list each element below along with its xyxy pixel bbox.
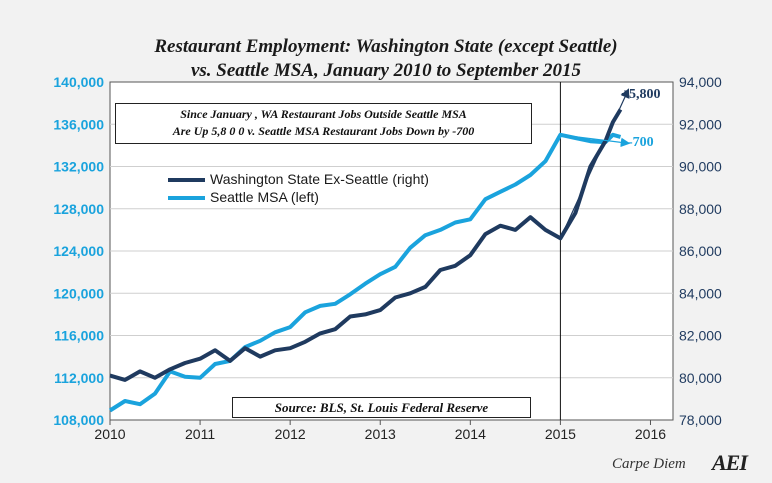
source-note: Source: BLS, St. Louis Federal Reserve: [232, 397, 531, 418]
brand-logo-aei: AEI: [712, 450, 748, 475]
x-axis-tick-label: 2013: [365, 426, 396, 442]
left-axis-tick-label: 136,000: [53, 116, 104, 132]
chart-title-line2: vs. Seattle MSA, January 2010 to Septemb…: [190, 60, 582, 81]
left-axis-tick-label: 108,000: [53, 412, 104, 428]
right-axis-tick-label: 90,000: [679, 159, 722, 175]
left-axis-tick-label: 112,000: [54, 370, 104, 386]
x-axis-tick-label: 2014: [455, 426, 486, 442]
x-axis-tick-label: 2015: [545, 426, 576, 442]
x-axis-tick-label: 2012: [275, 426, 306, 442]
left-axis-tick-label: 116,000: [54, 328, 104, 344]
annotation-box: Since January , WA Restaurant Jobs Outsi…: [115, 103, 532, 144]
annotation-line1: Since January , WA Restaurant Jobs Outsi…: [180, 107, 467, 121]
left-axis-tick-label: 120,000: [53, 285, 104, 301]
x-axis-tick-label: 2011: [185, 426, 215, 442]
right-axis-tick-label: 88,000: [679, 201, 722, 217]
right-axis-tick-label: 80,000: [679, 370, 722, 386]
left-axis-tick-label: 124,000: [53, 243, 104, 259]
trend-arrow-seattle: [560, 134, 631, 148]
series-line-ex-seattle: [109, 108, 623, 382]
brand-carpe-diem: Carpe Diem: [612, 456, 686, 472]
callout-ex-seattle: +5,800: [621, 87, 660, 102]
x-axis-tick-label: 2016: [635, 426, 666, 442]
x-axis-tick-label: 2010: [94, 426, 125, 442]
series-line-seattle: [108, 132, 622, 413]
right-axis-tick-label: 82,000: [679, 328, 722, 344]
legend-label-seattle: Seattle MSA (left): [210, 189, 319, 205]
right-axis-tick-label: 86,000: [679, 243, 722, 259]
right-axis-tick-label: 94,000: [679, 74, 722, 90]
right-axis-tick-label: 78,000: [679, 412, 722, 428]
left-axis-tick-label: 132,000: [53, 159, 104, 175]
callout-seattle: -700: [628, 135, 654, 150]
right-axis-tick-label: 92,000: [679, 116, 722, 132]
legend-label-ex-seattle: Washington State Ex-Seattle (right): [210, 171, 429, 187]
left-axis-tick-label: 140,000: [53, 74, 104, 90]
left-axis-tick-label: 128,000: [53, 201, 104, 217]
right-axis-tick-label: 84,000: [679, 285, 722, 301]
annotation-line2: Are Up 5,8 0 0 v. Seattle MSA Restaurant…: [172, 124, 475, 138]
chart-title-line1: Restaurant Employment: Washington State …: [154, 36, 618, 57]
trend-arrow-ex-seattle: [559, 88, 630, 239]
